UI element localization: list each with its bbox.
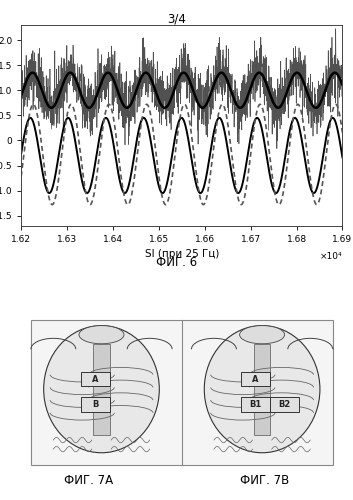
FancyBboxPatch shape [254, 344, 270, 434]
Text: B: B [92, 400, 98, 409]
Text: B2: B2 [279, 400, 291, 409]
Ellipse shape [204, 326, 320, 453]
Text: A: A [252, 374, 259, 384]
FancyBboxPatch shape [80, 398, 109, 412]
Text: 3/4: 3/4 [167, 12, 186, 26]
FancyBboxPatch shape [94, 344, 109, 434]
Text: ×10⁴: ×10⁴ [320, 252, 342, 261]
FancyBboxPatch shape [241, 398, 270, 412]
Text: B1: B1 [250, 400, 262, 409]
X-axis label: SI (при 25 Гц): SI (при 25 Гц) [145, 250, 219, 260]
Text: A: A [92, 374, 98, 384]
Ellipse shape [240, 326, 285, 344]
FancyBboxPatch shape [80, 372, 109, 386]
Text: ФИГ. 7А: ФИГ. 7А [64, 474, 113, 487]
FancyBboxPatch shape [270, 398, 299, 412]
Ellipse shape [44, 326, 159, 453]
Ellipse shape [79, 326, 124, 344]
Text: ФИГ. 6: ФИГ. 6 [156, 256, 197, 270]
Text: ФИГ. 7В: ФИГ. 7В [240, 474, 289, 487]
FancyBboxPatch shape [241, 372, 270, 386]
FancyBboxPatch shape [31, 320, 333, 466]
